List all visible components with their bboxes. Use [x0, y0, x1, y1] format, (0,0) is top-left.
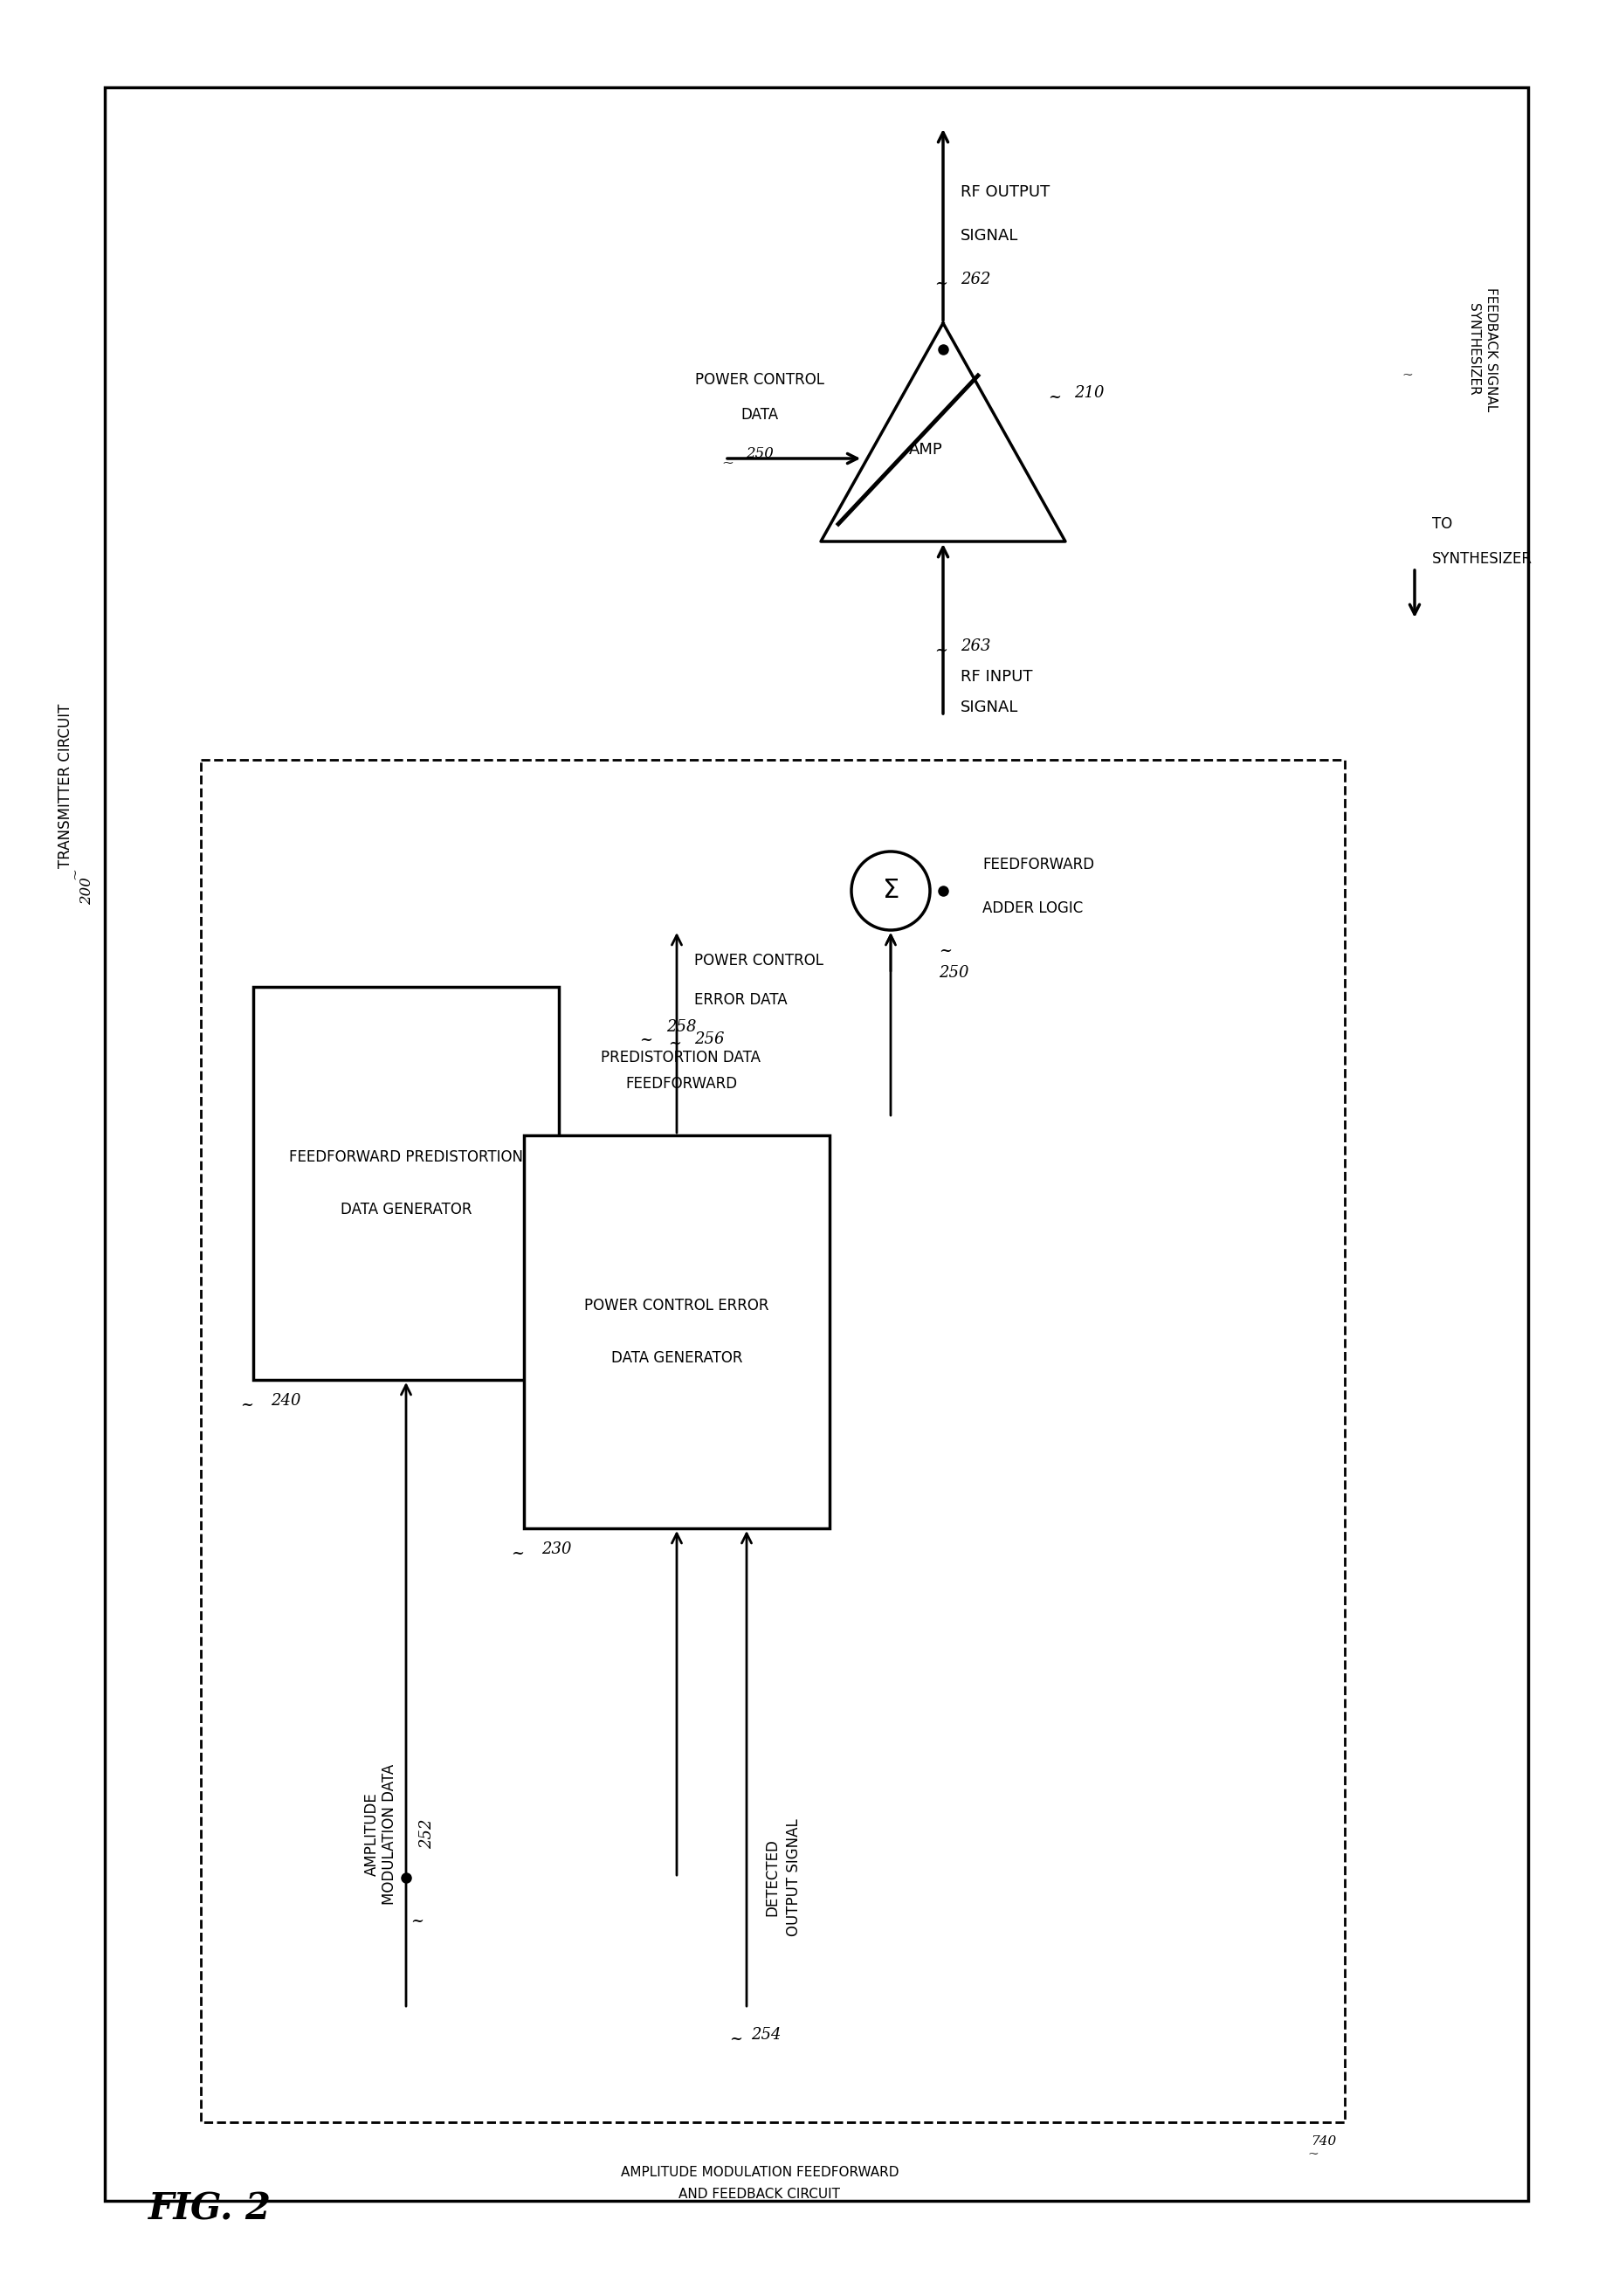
Text: ~: ~ [1307, 2149, 1318, 2161]
Text: SIGNAL: SIGNAL [960, 700, 1018, 716]
Text: 210: 210 [1074, 386, 1104, 402]
Text: MODULATION DATA: MODULATION DATA [382, 1763, 396, 1903]
Text: ~: ~ [639, 1033, 652, 1047]
Text: AMP: AMP [908, 441, 943, 457]
FancyBboxPatch shape [252, 987, 559, 1380]
Text: TO: TO [1432, 517, 1451, 533]
Text: ~: ~ [933, 643, 948, 659]
Text: POWER CONTROL ERROR: POWER CONTROL ERROR [585, 1297, 769, 1313]
Text: SYNTHESIZER: SYNTHESIZER [1432, 551, 1531, 567]
Text: 263: 263 [960, 638, 991, 654]
Text: PREDISTORTION DATA: PREDISTORTION DATA [601, 1049, 761, 1065]
FancyBboxPatch shape [524, 1134, 829, 1529]
Text: ERROR DATA: ERROR DATA [694, 992, 786, 1008]
Text: 740: 740 [1310, 2135, 1336, 2147]
Text: ~: ~ [729, 2032, 741, 2048]
Text: FEEDBACK SIGNAL: FEEDBACK SIGNAL [1483, 287, 1497, 411]
Text: 252: 252 [419, 1818, 435, 1848]
Text: ~: ~ [938, 944, 951, 960]
Text: ~: ~ [721, 455, 733, 471]
Text: RF INPUT: RF INPUT [960, 668, 1032, 684]
Text: 254: 254 [751, 2027, 781, 2043]
Text: 250: 250 [938, 964, 968, 980]
Text: POWER CONTROL: POWER CONTROL [694, 953, 823, 969]
Text: FEEDFORWARD: FEEDFORWARD [625, 1077, 737, 1091]
Text: ~: ~ [1401, 370, 1413, 381]
Text: DATA: DATA [740, 406, 778, 422]
Text: OUTPUT SIGNAL: OUTPUT SIGNAL [786, 1818, 801, 1936]
Text: FIG. 2: FIG. 2 [149, 2190, 272, 2227]
Text: ~: ~ [67, 868, 81, 879]
Text: ~: ~ [510, 1545, 524, 1561]
Text: AMPLITUDE MODULATION FEEDFORWARD: AMPLITUDE MODULATION FEEDFORWARD [620, 2165, 898, 2179]
Text: POWER CONTROL: POWER CONTROL [695, 372, 825, 388]
Text: DETECTED: DETECTED [764, 1839, 780, 1917]
Text: SIGNAL: SIGNAL [960, 227, 1018, 243]
Text: ~: ~ [411, 1913, 423, 1929]
Text: DATA GENERATOR: DATA GENERATOR [340, 1201, 471, 1217]
FancyBboxPatch shape [201, 760, 1344, 2122]
Text: RF OUTPUT: RF OUTPUT [960, 184, 1050, 200]
Text: 240: 240 [270, 1394, 300, 1410]
Text: FEEDFORWARD PREDISTORTION: FEEDFORWARD PREDISTORTION [289, 1150, 523, 1164]
Text: $\Sigma$: $\Sigma$ [882, 877, 898, 905]
Text: SYNTHESIZER: SYNTHESIZER [1467, 303, 1480, 395]
Text: TRANSMITTER CIRCUIT: TRANSMITTER CIRCUIT [58, 705, 74, 868]
Text: ~: ~ [1047, 390, 1061, 404]
Text: 258: 258 [666, 1019, 695, 1035]
FancyBboxPatch shape [105, 87, 1528, 2202]
Text: ~: ~ [933, 276, 948, 292]
Text: AND FEEDBACK CIRCUIT: AND FEEDBACK CIRCUIT [679, 2188, 841, 2202]
Text: 262: 262 [960, 271, 991, 287]
Text: FEEDFORWARD: FEEDFORWARD [981, 856, 1093, 872]
Text: ADDER LOGIC: ADDER LOGIC [981, 900, 1082, 916]
Text: ~: ~ [668, 1035, 681, 1052]
Text: ~: ~ [240, 1398, 252, 1412]
Text: 230: 230 [542, 1541, 570, 1557]
Text: AMPLITUDE: AMPLITUDE [364, 1793, 380, 1876]
Text: DATA GENERATOR: DATA GENERATOR [610, 1350, 741, 1366]
Text: 250: 250 [745, 448, 773, 461]
Text: 200: 200 [80, 877, 94, 905]
Text: 256: 256 [694, 1031, 724, 1047]
